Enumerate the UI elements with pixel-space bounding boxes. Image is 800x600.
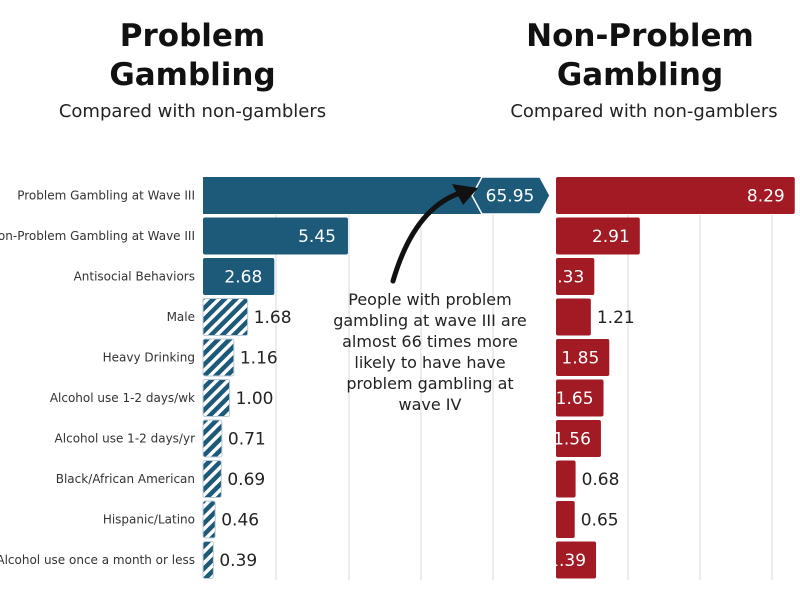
right-value-label: 1.39 <box>548 551 586 571</box>
left-value-label: 0.46 <box>221 511 259 531</box>
right-value-label: 1.65 <box>556 389 594 409</box>
category-label: Heavy Drinking <box>103 351 195 365</box>
left-bar-break-cap <box>471 176 551 215</box>
left-bar <box>203 258 275 295</box>
category-label: Hispanic/Latino <box>103 513 195 527</box>
right-bar <box>556 217 640 255</box>
category-label: Non-Problem Gambling at Wave III <box>0 229 195 243</box>
category-label: Alcohol use 1-2 days/yr <box>55 432 196 446</box>
category-label: Problem Gambling at Wave III <box>17 189 195 203</box>
left-value-label: 0.69 <box>227 470 265 490</box>
right-value-label: 1.56 <box>553 430 591 450</box>
left-value-label: 65.95 <box>486 187 535 207</box>
right-bar <box>556 379 604 417</box>
left-bar <box>203 177 530 214</box>
left-bar <box>202 338 235 377</box>
left-value-label: 0.71 <box>228 430 266 450</box>
right-bar <box>556 177 795 214</box>
left-bar <box>203 217 348 255</box>
annotation-arrowhead <box>452 184 478 205</box>
left-value-label: 5.45 <box>298 227 336 247</box>
left-bar <box>202 419 223 458</box>
category-label: Black/African American <box>56 472 195 486</box>
right-bar <box>556 258 595 295</box>
left-chart-subtitle: Compared with non-gamblers <box>58 101 327 122</box>
right-bar <box>556 339 610 376</box>
left-value-label: 1.68 <box>254 308 292 328</box>
left-value-label: 1.16 <box>240 349 278 369</box>
left-value-label: 2.68 <box>224 268 262 288</box>
left-value-label: 1.00 <box>236 389 274 409</box>
category-label: Alcohol use once a month or less <box>0 553 195 567</box>
right-bar <box>556 420 601 457</box>
right-bar <box>556 460 576 498</box>
left-bar <box>202 541 214 579</box>
left-value-label: 0.39 <box>219 551 257 571</box>
annotation-arrow <box>390 190 463 284</box>
right-value-label: 1.33 <box>546 268 584 288</box>
category-label: Antisocial Behaviors <box>74 270 195 284</box>
right-chart-subtitle: Compared with non-gamblers <box>510 101 778 122</box>
right-chart-title: Non-Problem Gambling <box>526 18 754 93</box>
right-value-label: 2.91 <box>592 227 630 247</box>
right-value-label: 0.65 <box>581 511 619 531</box>
left-bar <box>202 500 216 539</box>
left-bar <box>202 460 222 498</box>
right-value-label: 1.85 <box>561 349 599 369</box>
right-bar <box>556 501 575 538</box>
right-bar <box>556 541 597 579</box>
left-bar <box>202 379 231 417</box>
left-bar <box>202 298 249 336</box>
annotation-text: People with problem gambling at wave III… <box>333 290 527 414</box>
left-chart-title: Problem Gambling <box>109 18 276 93</box>
category-label: Male <box>167 310 195 324</box>
right-value-label: 8.29 <box>747 187 785 207</box>
right-bar <box>556 298 591 336</box>
right-value-label: 1.21 <box>597 308 635 328</box>
right-value-label: 0.68 <box>582 470 620 490</box>
category-label: Alcohol use 1-2 days/wk <box>50 391 195 405</box>
